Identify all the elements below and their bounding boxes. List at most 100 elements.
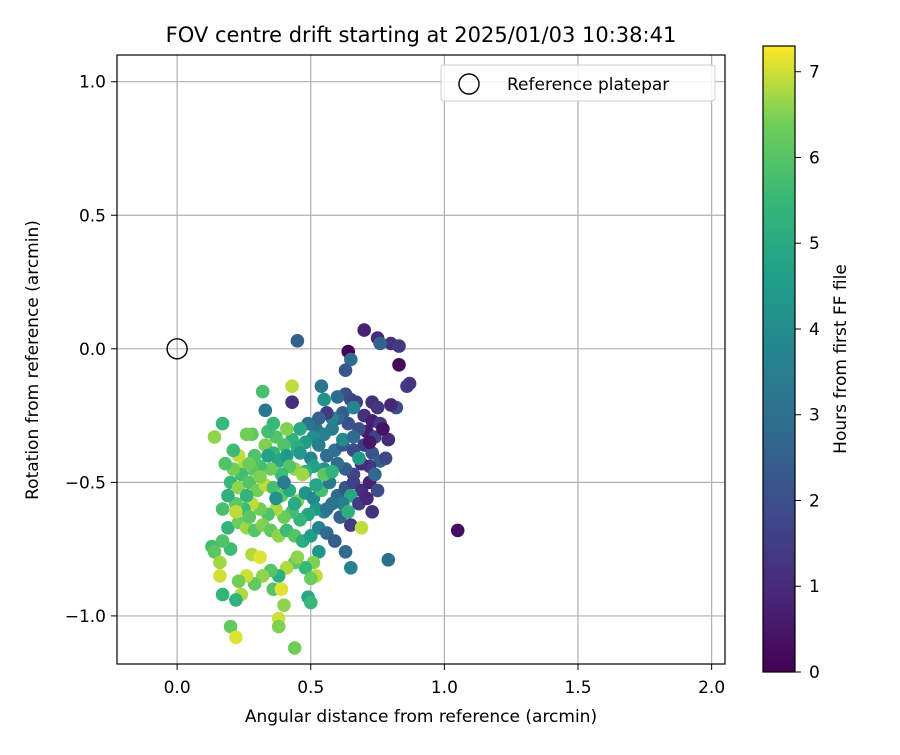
scatter-point [330, 390, 345, 404]
scatter-point [450, 523, 465, 538]
y-tick-label: −1.0 [65, 607, 106, 627]
scatter-point [231, 574, 246, 588]
scatter-point [346, 430, 361, 444]
scatter-point [328, 534, 342, 548]
scatter-point [341, 416, 356, 431]
scatter-point [304, 571, 318, 586]
y-tick-label: 1.0 [79, 73, 106, 93]
scatter-point [207, 430, 222, 444]
grid-lines [117, 55, 725, 664]
scatter-point [341, 505, 356, 519]
chart-title: FOV centre drift starting at 2025/01/03 … [166, 23, 677, 47]
legend-marker-icon [458, 73, 480, 95]
scatter-point [242, 510, 257, 524]
scatter-point [344, 561, 358, 575]
scatter-point [215, 502, 230, 516]
scatter-point [320, 502, 334, 516]
scatter-point [221, 488, 235, 503]
data-points [205, 323, 465, 655]
reference-marker [166, 338, 188, 360]
legend-label: Reference platepar [507, 75, 669, 95]
scatter-point [215, 416, 230, 431]
y-tick-label: 0.5 [79, 206, 106, 226]
scatter-point [357, 323, 372, 337]
scatter-point [295, 467, 310, 482]
scatter-point [287, 641, 302, 655]
scatter-point [221, 521, 235, 535]
scatter-point [226, 443, 241, 458]
colorbar [762, 45, 796, 673]
plot-frame [116, 54, 726, 665]
scatter-point [253, 550, 267, 564]
scatter-point [381, 553, 396, 567]
scatter-point [317, 392, 331, 407]
x-tick-label: 1.0 [431, 678, 458, 698]
scatter-point [344, 518, 358, 532]
x-tick-label: 0.5 [297, 678, 324, 698]
scatter-point [362, 435, 377, 450]
legend: Reference platepar [440, 64, 716, 102]
colorbar-tick-label: 0 [809, 663, 820, 683]
scatter-point [253, 470, 267, 484]
scatter-point [381, 432, 396, 447]
scatter-point [229, 630, 243, 645]
scatter-point [277, 475, 291, 490]
colorbar-label: Hours from first FF file [831, 264, 851, 454]
scatter-point [338, 545, 353, 559]
scatter-point [277, 598, 291, 612]
scatter-point [266, 416, 281, 431]
scatter-point [242, 456, 257, 471]
scatter-point [368, 467, 382, 482]
colorbar-tick-label: 5 [809, 234, 820, 254]
scatter-point [258, 403, 273, 418]
scatter-point [373, 336, 388, 351]
y-tick-label: 0.0 [79, 340, 106, 360]
scatter-point [312, 438, 326, 452]
scatter-point [309, 478, 323, 492]
scatter-point [285, 379, 299, 394]
x-tick-label: 0.0 [164, 678, 191, 698]
colorbar-tick-label: 6 [809, 148, 820, 168]
scatter-point [290, 334, 305, 348]
scatter-point [287, 496, 302, 511]
scatter-point [269, 491, 283, 506]
scatter-point [304, 595, 318, 610]
scatter-point [346, 400, 361, 415]
scatter-point [239, 427, 254, 442]
x-axis-ticks: 0.0 0.5 1.0 1.5 2.0 [164, 664, 725, 698]
y-tick-label: −0.5 [65, 473, 106, 493]
scatter-point [336, 432, 350, 447]
scatter-point [338, 363, 353, 378]
scatter-point [261, 448, 275, 463]
scatter-point [376, 422, 390, 436]
scatter-point [298, 561, 313, 575]
scatter-point [218, 456, 232, 471]
scatter-point [215, 587, 230, 602]
scatter-point [293, 422, 307, 436]
scatter-point [365, 505, 380, 519]
scatter-point [317, 427, 331, 442]
scatter-point [207, 545, 222, 559]
scatter-point [263, 462, 278, 476]
x-tick-label: 2.0 [698, 678, 725, 698]
scatter-point [285, 395, 299, 410]
scatter-point [255, 384, 270, 399]
scatter-point [402, 376, 417, 391]
scatter-point [215, 534, 230, 548]
scatter-point [279, 448, 294, 463]
colorbar-tick-label: 3 [809, 406, 820, 426]
colorbar-tick-label: 7 [809, 63, 820, 83]
x-axis-label: Angular distance from reference (arcmin) [245, 707, 597, 727]
colorbar-tick-label: 1 [809, 577, 820, 597]
y-axis-ticks: 1.0 0.5 0.0 −0.5 −1.0 [65, 73, 117, 627]
scatter-point [312, 411, 326, 426]
scatter-point [312, 545, 326, 559]
colorbar-ticks: 0 1 2 3 4 5 6 7 [795, 63, 820, 683]
scatter-point [229, 593, 243, 607]
scatter-point [352, 451, 366, 466]
scatter-point [239, 488, 254, 503]
scatter-point [392, 339, 406, 353]
scatter-point [213, 569, 227, 583]
